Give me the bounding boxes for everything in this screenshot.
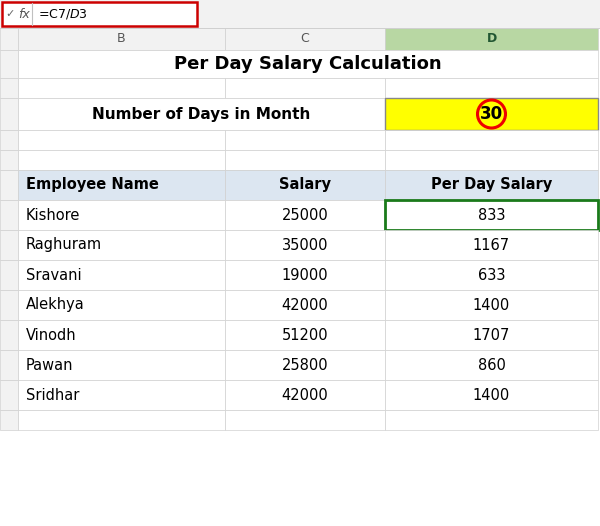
Text: Pawan: Pawan	[26, 358, 74, 372]
Text: Salary: Salary	[279, 177, 331, 193]
Bar	[0, 50, 18, 78]
Bar	[18, 170, 225, 200]
Bar	[0, 230, 18, 260]
Bar	[0, 170, 18, 200]
Bar	[225, 320, 385, 350]
Text: Vinodh: Vinodh	[26, 328, 77, 342]
Bar	[18, 50, 598, 78]
Bar	[18, 150, 225, 170]
Bar	[385, 350, 598, 380]
Bar	[225, 78, 385, 98]
Text: 19000: 19000	[281, 268, 328, 282]
Bar	[0, 290, 18, 320]
Bar	[0, 410, 18, 430]
Bar	[385, 320, 598, 350]
Bar	[385, 380, 598, 410]
Bar	[18, 28, 225, 50]
Text: D: D	[487, 33, 497, 46]
Text: Kishore: Kishore	[26, 207, 80, 222]
Bar	[385, 410, 598, 430]
Bar	[0, 28, 18, 50]
Bar	[225, 410, 385, 430]
Bar	[385, 28, 598, 50]
Bar	[385, 260, 598, 290]
Text: 1400: 1400	[473, 298, 510, 312]
Bar	[18, 200, 225, 230]
Text: C: C	[301, 33, 310, 46]
Bar	[0, 350, 18, 380]
Bar	[225, 170, 385, 200]
Bar	[225, 260, 385, 290]
Text: Per Day Salary: Per Day Salary	[431, 177, 552, 193]
Text: Number of Days in Month: Number of Days in Month	[92, 106, 311, 122]
Bar	[18, 350, 225, 380]
Bar	[2, 2, 197, 26]
Bar	[0, 78, 18, 98]
Text: 30: 30	[480, 105, 503, 123]
Bar	[0, 380, 18, 410]
Bar	[0, 320, 18, 350]
Bar	[0, 150, 18, 170]
Text: 1400: 1400	[473, 388, 510, 402]
Bar	[0, 260, 18, 290]
Text: 1707: 1707	[473, 328, 510, 342]
Bar	[385, 130, 598, 150]
Bar	[18, 230, 225, 260]
Bar	[225, 28, 385, 50]
Text: 25000: 25000	[281, 207, 328, 222]
Bar	[225, 350, 385, 380]
Bar	[18, 290, 225, 320]
Bar	[18, 320, 225, 350]
Bar	[18, 98, 385, 130]
Text: 51200: 51200	[281, 328, 328, 342]
Text: Raghuram: Raghuram	[26, 238, 102, 252]
Bar	[225, 230, 385, 260]
Text: Alekhya: Alekhya	[26, 298, 85, 312]
Bar	[385, 78, 598, 98]
Bar	[225, 150, 385, 170]
Text: 25800: 25800	[281, 358, 328, 372]
Text: =C7/$D$3: =C7/$D$3	[38, 7, 88, 21]
Bar	[385, 290, 598, 320]
Bar	[0, 200, 18, 230]
Bar	[0, 130, 18, 150]
Bar	[225, 130, 385, 150]
Bar	[225, 200, 385, 230]
Text: 860: 860	[478, 358, 505, 372]
Bar	[385, 98, 598, 130]
Text: 633: 633	[478, 268, 505, 282]
Text: 42000: 42000	[281, 388, 328, 402]
Text: Sravani: Sravani	[26, 268, 82, 282]
Text: B: B	[117, 33, 126, 46]
Bar	[0, 98, 18, 130]
Bar	[0, 0, 600, 28]
Bar	[18, 78, 225, 98]
Text: Sridhar: Sridhar	[26, 388, 79, 402]
Text: fx: fx	[18, 7, 30, 21]
Text: 35000: 35000	[282, 238, 328, 252]
Bar	[18, 130, 225, 150]
Bar	[385, 230, 598, 260]
Text: Per Day Salary Calculation: Per Day Salary Calculation	[174, 55, 442, 73]
Bar	[225, 380, 385, 410]
Bar	[18, 380, 225, 410]
Text: 833: 833	[478, 207, 505, 222]
Bar	[225, 290, 385, 320]
Text: Employee Name: Employee Name	[26, 177, 159, 193]
Bar	[18, 260, 225, 290]
Text: 1167: 1167	[473, 238, 510, 252]
Text: 42000: 42000	[281, 298, 328, 312]
Bar	[385, 150, 598, 170]
Bar	[18, 410, 225, 430]
Text: ✓: ✓	[5, 9, 14, 19]
Bar	[385, 170, 598, 200]
Bar	[385, 200, 598, 230]
